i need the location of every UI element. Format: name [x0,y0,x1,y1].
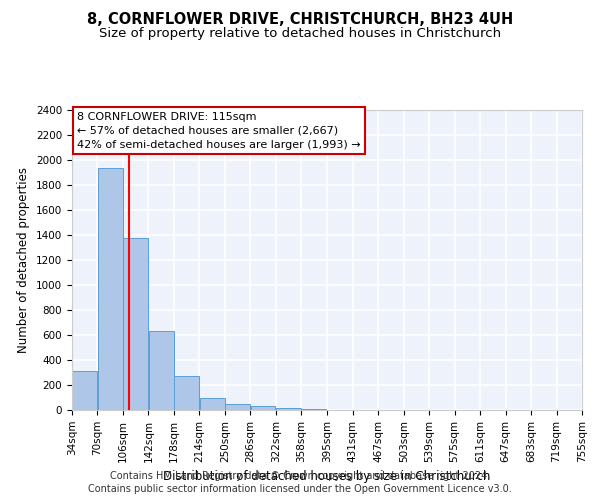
Bar [276,408,301,410]
Bar [251,406,275,410]
Bar [200,398,224,410]
Y-axis label: Number of detached properties: Number of detached properties [17,167,31,353]
Text: 8 CORNFLOWER DRIVE: 115sqm
← 57% of detached houses are smaller (2,667)
42% of s: 8 CORNFLOWER DRIVE: 115sqm ← 57% of deta… [77,112,361,150]
Bar [225,404,250,410]
Text: Contains HM Land Registry data © Crown copyright and database right 2024.: Contains HM Land Registry data © Crown c… [110,471,490,481]
X-axis label: Distribution of detached houses by size in Christchurch: Distribution of detached houses by size … [163,470,491,483]
Bar [174,376,199,410]
Bar [98,168,122,410]
Text: Size of property relative to detached houses in Christchurch: Size of property relative to detached ho… [99,28,501,40]
Bar [123,238,148,410]
Bar [72,371,97,410]
Text: Contains public sector information licensed under the Open Government Licence v3: Contains public sector information licen… [88,484,512,494]
Text: 8, CORNFLOWER DRIVE, CHRISTCHURCH, BH23 4UH: 8, CORNFLOWER DRIVE, CHRISTCHURCH, BH23 … [87,12,513,28]
Bar [149,331,173,410]
